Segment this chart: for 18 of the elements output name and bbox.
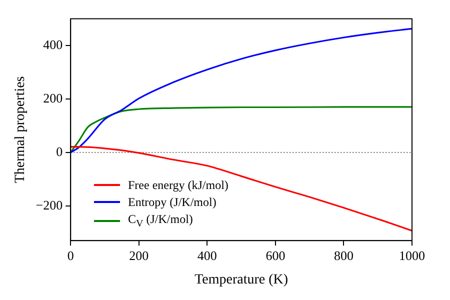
x-tick-label: 0	[67, 248, 74, 263]
line-series	[70, 28, 412, 154]
line-series	[70, 106, 412, 154]
x-tick-label: 400	[197, 248, 217, 263]
y-tick-label: 400	[43, 36, 63, 52]
y-tick-label: 200	[43, 90, 63, 106]
y-axis-title: Thermal properties	[13, 76, 28, 184]
legend-label: Entropy (J/K/mol)	[128, 194, 216, 211]
x-axis-title: Temperature (K)	[194, 272, 288, 288]
x-tick-label: 800	[334, 248, 354, 263]
y-tick-label: 0	[56, 144, 63, 159]
x-tick-label: 200	[129, 248, 149, 263]
y-tick-label: −200	[36, 197, 63, 212]
legend-label: Free energy (kJ/mol)	[128, 176, 228, 194]
line-series	[70, 146, 412, 232]
x-tick-label: 600	[266, 248, 286, 263]
legend-label: C$_{V}$ (J/K/mol)	[128, 210, 193, 231]
x-tick-label: 1000	[399, 248, 425, 263]
